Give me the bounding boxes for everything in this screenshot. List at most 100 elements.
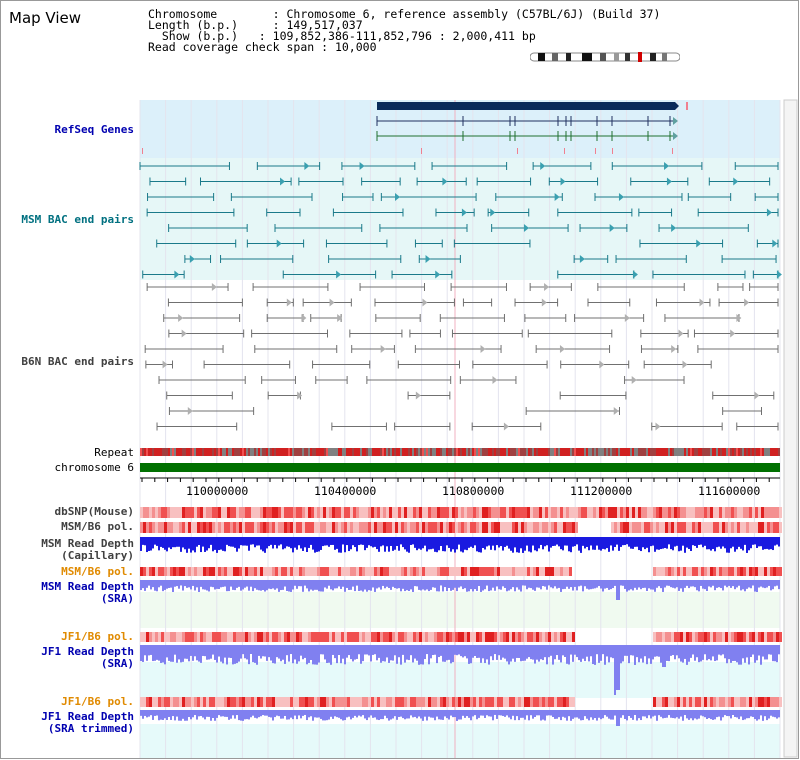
refseq-tick: [612, 148, 613, 154]
depth-bar: [776, 645, 778, 663]
depth-bar: [408, 710, 410, 719]
vertical-scrollbar[interactable]: [783, 99, 798, 758]
track-label-repeat[interactable]: Repeat: [94, 446, 134, 459]
depth-bar: [174, 710, 176, 721]
depth-bar: [292, 537, 294, 553]
depth-bar: [514, 710, 516, 721]
depth-bar: [168, 580, 170, 588]
depth-bar: [604, 537, 606, 550]
heat-cell: [203, 567, 206, 576]
depth-bar: [234, 537, 236, 548]
depth-bar: [594, 580, 596, 589]
track-label-msm-b6-pol-sra[interactable]: MSM/B6 pol.: [61, 565, 134, 578]
track-label-msm-bac[interactable]: MSM BAC end pairs: [21, 213, 134, 226]
depth-bar: [358, 537, 360, 546]
heat-cell: [470, 567, 473, 576]
track-label-jf1-depth-trimmed[interactable]: JF1 Read Depth: [41, 710, 134, 723]
track-label-dbsnp[interactable]: dbSNP(Mouse): [54, 505, 134, 518]
depth-bar: [642, 710, 644, 717]
track-label-chromosome[interactable]: chromosome 6: [54, 461, 134, 474]
depth-bar: [706, 645, 708, 661]
depth-bar: [310, 710, 312, 717]
depth-bar: [194, 710, 196, 716]
depth-bar: [566, 645, 568, 664]
heat-cell: [248, 567, 251, 576]
depth-bar: [526, 710, 528, 716]
heat-cell: [692, 632, 695, 642]
repeat-block: [630, 448, 632, 456]
depth-bar: [162, 645, 164, 663]
repeat-block: [178, 448, 180, 456]
depth-bar: [774, 580, 776, 587]
ideogram-position-marker: [638, 52, 642, 62]
depth-bar: [762, 580, 764, 588]
depth-bar: [390, 537, 392, 546]
depth-bar: [414, 710, 416, 717]
track-label-jf1-b6-pol-trimmed[interactable]: JF1/B6 pol.: [61, 695, 134, 708]
depth-bar: [720, 710, 722, 721]
depth-bar: [408, 537, 410, 553]
heat-cell: [575, 507, 578, 518]
depth-bar: [578, 710, 580, 719]
heat-cell: [227, 632, 230, 642]
heat-cell: [359, 522, 362, 533]
depth-bar: [656, 537, 658, 550]
track-label-jf1-depth-sra[interactable]: JF1 Read Depth: [41, 645, 134, 658]
b6n-pair-arrow: [422, 298, 428, 307]
depth-bar: [280, 710, 282, 719]
heat-cell: [260, 522, 263, 533]
depth-bar: [446, 580, 448, 591]
depth-bar: [272, 645, 274, 664]
track-label-jf1-b6-pol[interactable]: JF1/B6 pol.: [61, 630, 134, 643]
heat-cell: [497, 697, 500, 707]
heat-cell: [692, 697, 695, 707]
depth-bar: [330, 537, 332, 545]
heat-cell: [662, 522, 665, 533]
track-label-b6n-bac[interactable]: B6N BAC end pairs: [21, 355, 134, 368]
depth-bar: [738, 710, 740, 720]
depth-bar: [606, 645, 608, 657]
heat-cell: [329, 507, 332, 518]
depth-bar: [260, 537, 262, 550]
depth-bar: [528, 710, 530, 721]
depth-bar: [716, 710, 718, 718]
heat-cell: [158, 567, 161, 576]
depth-bar: [678, 645, 680, 659]
depth-bar: [428, 537, 430, 550]
msm-pair-arrow: [632, 270, 638, 279]
depth-bar: [510, 710, 512, 720]
repeat-block: [364, 448, 366, 456]
depth-bar: [734, 645, 736, 661]
depth-bar: [258, 645, 260, 656]
heat-cell: [572, 697, 575, 707]
depth-bar: [454, 537, 456, 553]
heat-cell: [593, 507, 596, 518]
track-label-msm-b6-pol[interactable]: MSM/B6 pol.: [61, 520, 134, 533]
depth-bar: [624, 645, 626, 656]
track-label-refseq-genes[interactable]: RefSeq Genes: [54, 123, 134, 136]
heat-cell: [767, 567, 770, 576]
depth-bar: [334, 537, 336, 550]
heat-cell: [377, 632, 380, 642]
heat-cell: [767, 632, 770, 642]
heat-cell: [428, 507, 431, 518]
heat-cell: [752, 522, 755, 533]
depth-bar: [534, 710, 536, 717]
heat-cell: [728, 697, 731, 707]
depth-bar: [764, 580, 766, 589]
chromosome-ideogram[interactable]: [530, 52, 680, 62]
depth-bar: [202, 710, 204, 718]
repeat-block: [346, 448, 348, 456]
heat-cell: [227, 567, 230, 576]
depth-bar: [410, 710, 412, 716]
depth-bar: [760, 580, 762, 587]
track-label-msm-depth-capillary[interactable]: MSM Read Depth: [41, 537, 134, 550]
depth-bar: [528, 537, 530, 552]
heat-cell: [449, 522, 452, 533]
track-label-msm-depth-sra[interactable]: MSM Read Depth: [41, 580, 134, 593]
depth-bar: [176, 645, 178, 663]
depth-bar: [296, 645, 298, 664]
depth-bar: [716, 537, 718, 548]
repeat-block: [768, 448, 770, 456]
